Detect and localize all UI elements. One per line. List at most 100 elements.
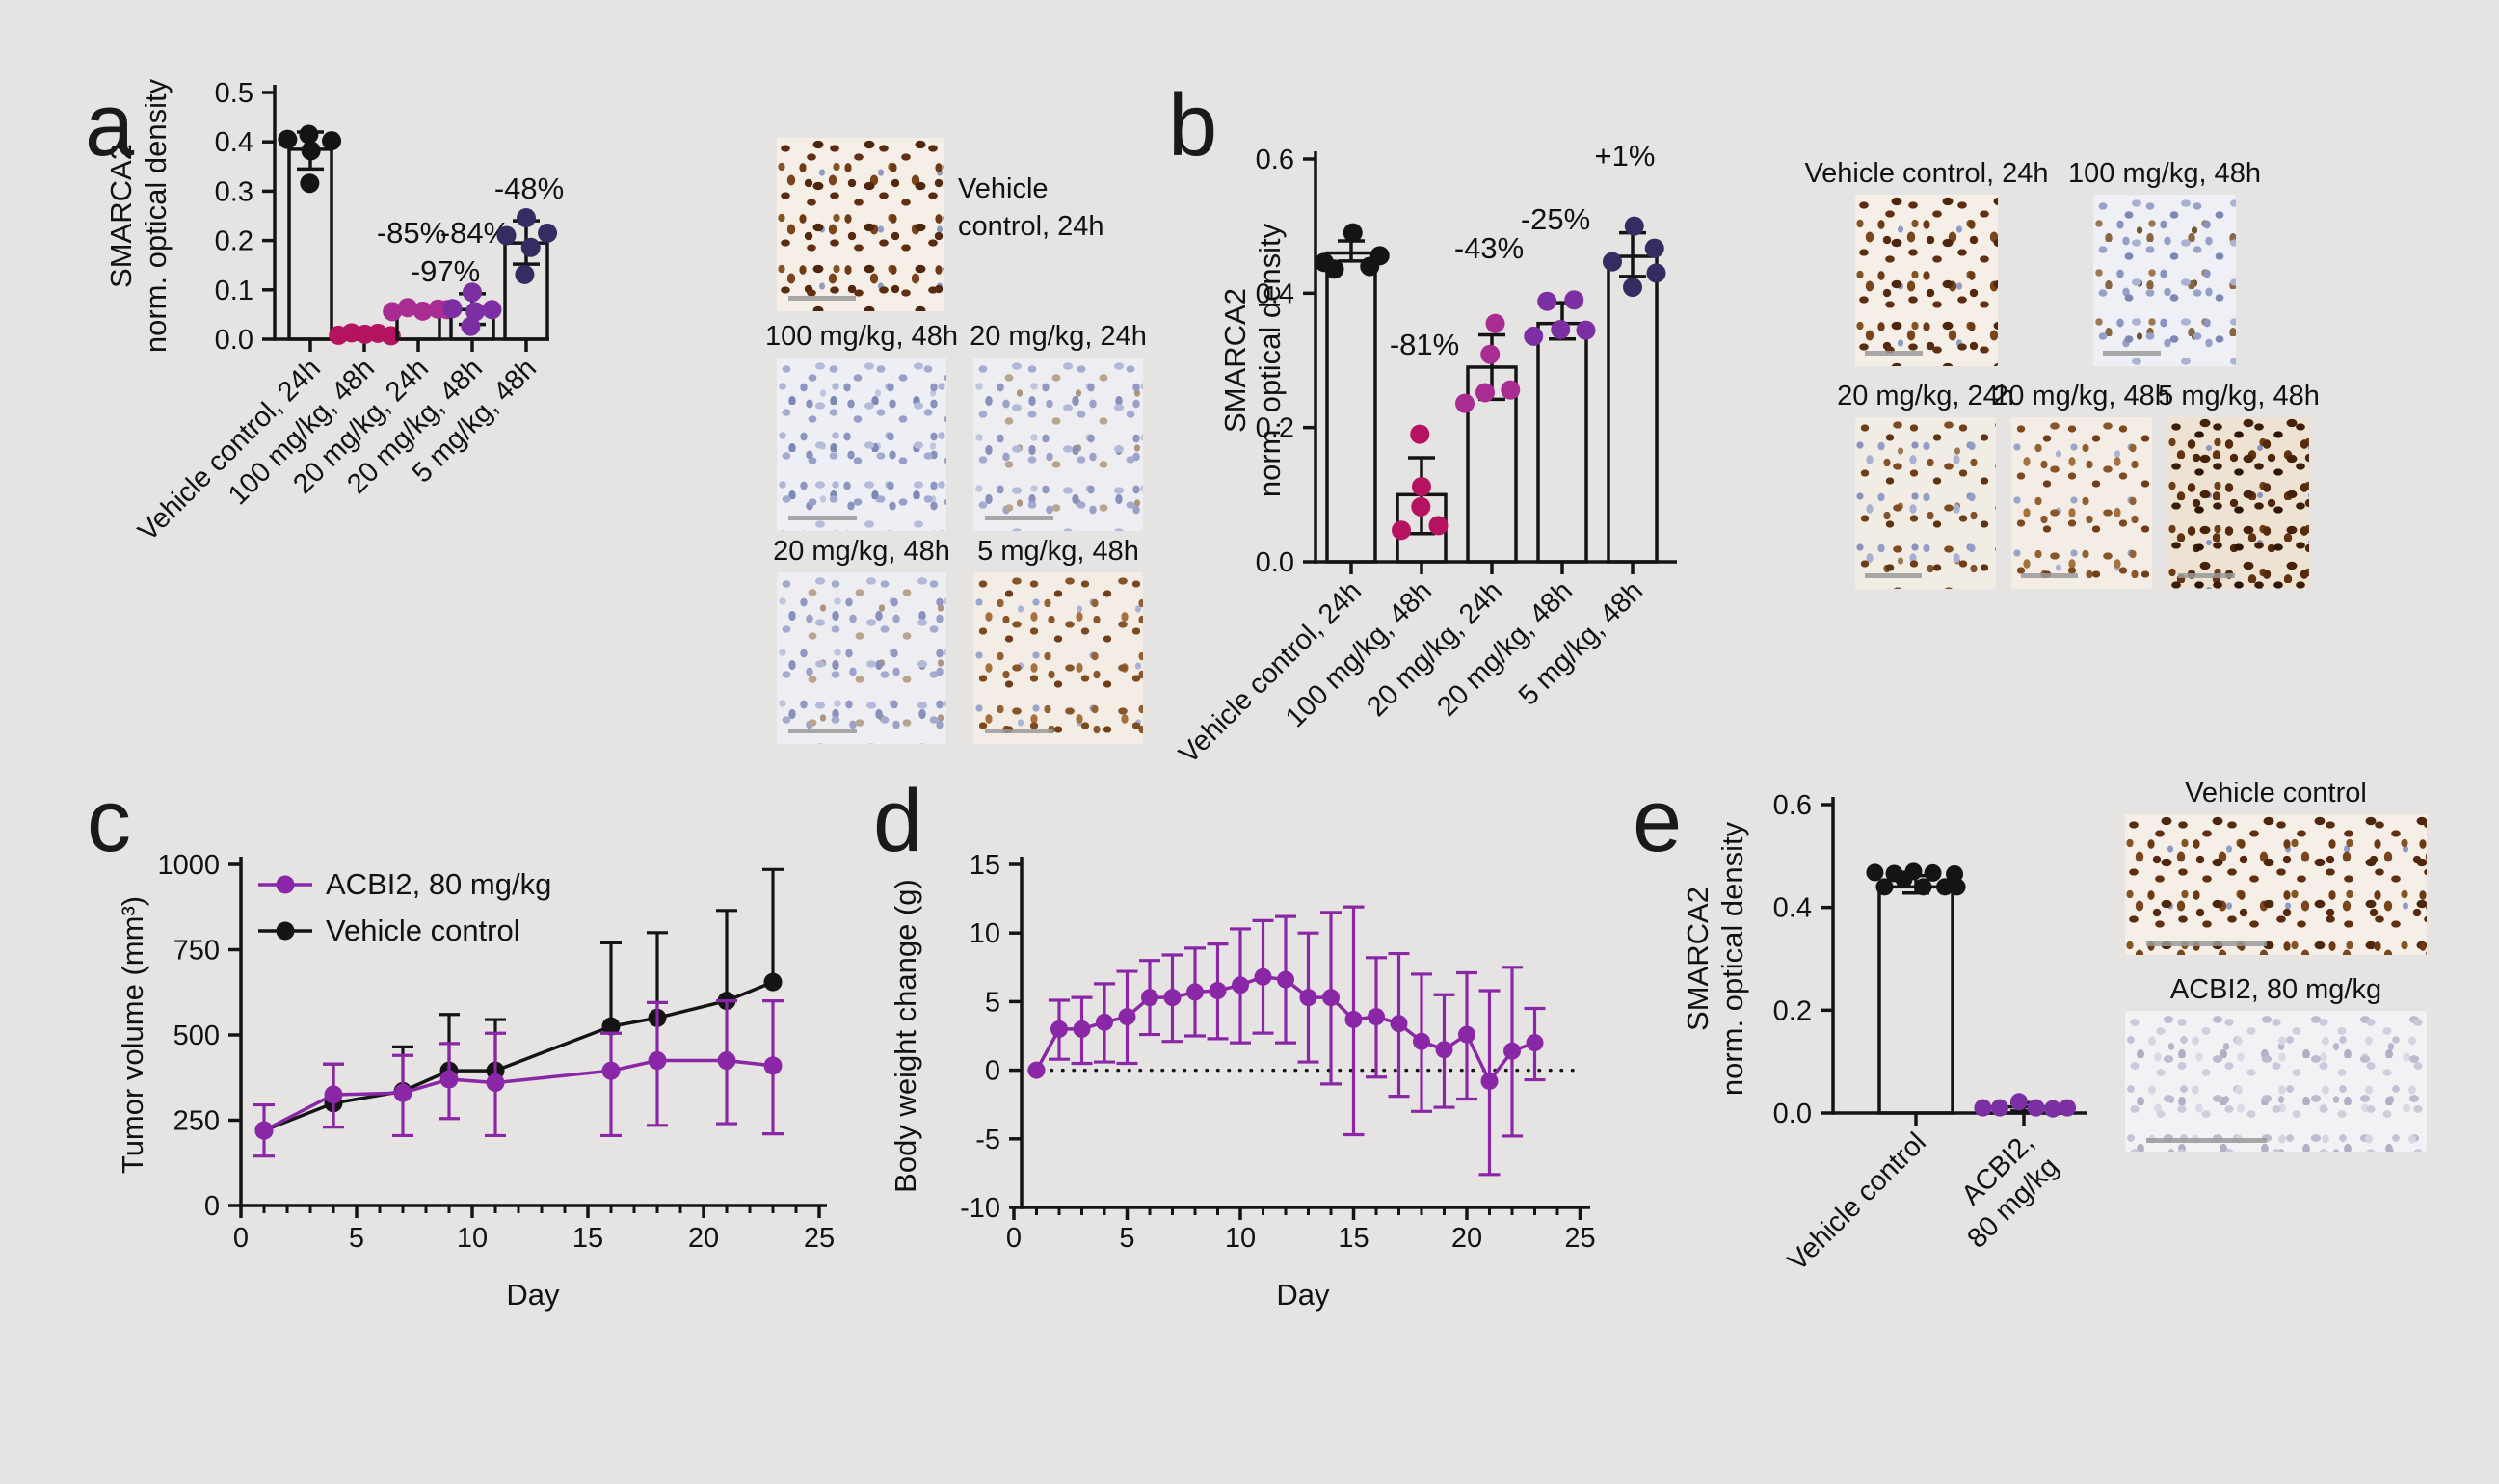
text-label: 0	[1006, 1223, 1022, 1254]
data-point	[1576, 320, 1596, 340]
histology-image-b-2	[2093, 195, 2236, 366]
text-label: 0.3	[215, 176, 253, 207]
text-label: +1%	[1595, 139, 1656, 172]
scale-bar	[2021, 573, 2078, 579]
data-point	[1537, 291, 1557, 311]
legend-marker	[276, 921, 295, 941]
text-label: 250	[173, 1106, 220, 1137]
axis-title: SMARCA2	[1218, 288, 1252, 433]
histology-label: 20 mg/kg, 48h	[1993, 381, 2170, 411]
text-label: 0.0	[1256, 547, 1294, 578]
data-point	[397, 298, 417, 318]
text-label: 0.2	[215, 226, 253, 257]
data-point	[601, 1017, 621, 1036]
histology-image-b-4	[2011, 417, 2152, 589]
data-point	[1141, 989, 1158, 1007]
text-label: 1000	[157, 850, 220, 881]
panel-e-chart: 0.0 0.2 0.4 0.6 SMARCA2 norm. optical density…	[1681, 790, 2087, 1277]
text-label: 0.4	[1773, 893, 1812, 924]
data-point	[1475, 383, 1495, 403]
data-point	[1392, 520, 1411, 541]
text-label: 10	[970, 918, 1000, 949]
data-point	[1875, 878, 1894, 896]
text-label: 10	[1225, 1223, 1256, 1254]
data-point	[412, 301, 433, 321]
data-point	[439, 1070, 459, 1089]
data-point	[496, 225, 517, 246]
text-label: 0.0	[1773, 1099, 1812, 1129]
scale-bar	[985, 729, 1053, 734]
axis-title: norm. optical density	[1253, 223, 1287, 497]
histology-image-a-4	[777, 572, 946, 744]
text-label: -10	[960, 1193, 1000, 1224]
data-point	[1368, 1008, 1385, 1026]
data-point	[463, 282, 482, 303]
data-point	[601, 1061, 621, 1080]
axis-title: Tumor volume (mm³)	[116, 896, 149, 1174]
data-point	[1428, 516, 1449, 536]
data-point	[517, 208, 536, 228]
data-point	[1163, 989, 1182, 1007]
panel-e-letter: e	[1633, 772, 1683, 870]
text-label: 0	[985, 1056, 1000, 1087]
data-point	[1924, 863, 1942, 882]
data-point	[1324, 259, 1344, 279]
histology-image-b-3	[1855, 417, 1996, 589]
text-label: 25	[1564, 1223, 1595, 1254]
text-label: 15	[1338, 1223, 1369, 1254]
text-label: -25%	[1521, 202, 1590, 236]
data-point	[1369, 246, 1390, 266]
panel-a-chart: 0.0 0.1 0.2 0.3 0.4 0.5 SMARCA2 norm. optical d…	[104, 78, 564, 547]
data-point	[1480, 1072, 1499, 1090]
text-label: 5	[985, 987, 1000, 1018]
text-label: -81%	[1390, 328, 1459, 361]
data-point	[1027, 1061, 1046, 1079]
histology-image-e-1	[2125, 814, 2427, 955]
histology-image-b-5	[2168, 417, 2309, 589]
text-label: -5	[975, 1125, 1000, 1155]
axis-title: SMARCA2	[1681, 887, 1715, 1031]
text-label: 5	[349, 1223, 364, 1254]
data-point	[1503, 1042, 1521, 1060]
data-point	[1948, 878, 1966, 896]
data-point	[461, 316, 481, 336]
data-point	[2059, 1099, 2077, 1117]
data-point	[1344, 1010, 1363, 1028]
category-label: ACBI2,80 mg/kg	[1937, 1126, 2064, 1254]
text-label: -97%	[411, 254, 480, 288]
histology-label: Vehicle control, 24h	[1804, 158, 2049, 189]
axis-title: norm. optical density	[1715, 821, 1749, 1096]
scale-bar	[788, 296, 856, 302]
histology-label: 5 mg/kg, 48h	[2158, 381, 2320, 411]
text-label: -48%	[494, 172, 564, 205]
panel-c-chart: 0 250 500 750 1000 0 5 10 15 20 25 Day Tumor volume …	[116, 850, 835, 1312]
text-label: 0.2	[1256, 413, 1294, 444]
scale-bar	[788, 516, 857, 521]
text-label: 0.4	[1256, 278, 1294, 309]
data-point	[324, 1085, 343, 1104]
data-point	[1410, 424, 1430, 444]
text-label: ACBI2, 80 mg/kg	[326, 867, 551, 901]
text-label: 0	[204, 1191, 220, 1222]
data-point	[300, 173, 320, 194]
data-point	[1390, 1015, 1408, 1033]
data-point	[520, 237, 541, 257]
data-point	[1209, 982, 1227, 1000]
histology-label: 100 mg/kg, 48h	[765, 321, 958, 352]
data-point	[486, 1073, 505, 1093]
data-point	[1299, 989, 1317, 1007]
data-point	[322, 131, 342, 151]
data-point	[1232, 976, 1249, 994]
data-point	[1526, 1034, 1544, 1052]
histology-label: 100 mg/kg, 48h	[2068, 158, 2261, 189]
data-point	[1343, 223, 1363, 243]
data-point	[1412, 476, 1431, 496]
data-point	[1277, 970, 1294, 989]
data-point	[1644, 238, 1664, 258]
axis-title: Body weight change (g)	[889, 879, 922, 1193]
data-point	[1435, 1041, 1453, 1059]
data-point	[2009, 1093, 2028, 1111]
data-point	[1096, 1013, 1113, 1031]
histology-label: Vehicle control	[2185, 778, 2367, 808]
